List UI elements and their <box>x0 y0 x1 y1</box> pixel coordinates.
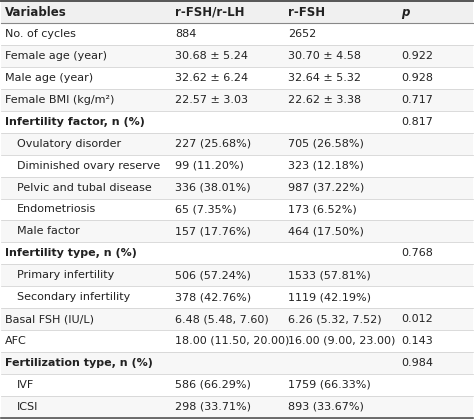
Text: Basal FSH (IU/L): Basal FSH (IU/L) <box>5 314 94 324</box>
Text: 65 (7.35%): 65 (7.35%) <box>175 204 237 215</box>
Text: ICSI: ICSI <box>17 402 38 411</box>
Bar <box>1 1 473 23</box>
Text: 893 (33.67%): 893 (33.67%) <box>288 402 364 411</box>
Text: 22.62 ± 3.38: 22.62 ± 3.38 <box>288 95 361 105</box>
Text: Ovulatory disorder: Ovulatory disorder <box>17 139 121 149</box>
Text: 32.64 ± 5.32: 32.64 ± 5.32 <box>288 73 361 83</box>
Text: 6.48 (5.48, 7.60): 6.48 (5.48, 7.60) <box>175 314 269 324</box>
Text: 0.012: 0.012 <box>401 314 433 324</box>
Text: 0.928: 0.928 <box>401 73 433 83</box>
Bar <box>1 23 473 45</box>
Text: Infertility type, n (%): Infertility type, n (%) <box>5 248 137 258</box>
Text: 323 (12.18%): 323 (12.18%) <box>288 161 364 171</box>
Text: 586 (66.29%): 586 (66.29%) <box>175 380 251 390</box>
Text: 0.922: 0.922 <box>401 51 433 61</box>
Text: 884: 884 <box>175 29 196 39</box>
Text: AFC: AFC <box>5 336 27 346</box>
Text: 705 (26.58%): 705 (26.58%) <box>288 139 364 149</box>
Text: 99 (11.20%): 99 (11.20%) <box>175 161 244 171</box>
Text: Infertility factor, n (%): Infertility factor, n (%) <box>5 117 145 127</box>
Text: 6.26 (5.32, 7.52): 6.26 (5.32, 7.52) <box>288 314 382 324</box>
Text: Male factor: Male factor <box>17 226 80 236</box>
Text: 227 (25.68%): 227 (25.68%) <box>175 139 251 149</box>
Bar <box>1 45 473 67</box>
Bar <box>1 67 473 89</box>
Text: Diminished ovary reserve: Diminished ovary reserve <box>17 161 160 171</box>
Bar <box>1 286 473 308</box>
Text: 16.00 (9.00, 23.00): 16.00 (9.00, 23.00) <box>288 336 395 346</box>
Text: 22.57 ± 3.03: 22.57 ± 3.03 <box>175 95 248 105</box>
Text: 464 (17.50%): 464 (17.50%) <box>288 226 364 236</box>
Text: 30.68 ± 5.24: 30.68 ± 5.24 <box>175 51 248 61</box>
Text: IVF: IVF <box>17 380 34 390</box>
Text: 30.70 ± 4.58: 30.70 ± 4.58 <box>288 51 361 61</box>
Bar <box>1 264 473 286</box>
Text: 18.00 (11.50, 20.00): 18.00 (11.50, 20.00) <box>175 336 289 346</box>
Text: r-FSH: r-FSH <box>288 6 325 19</box>
Text: Endometriosis: Endometriosis <box>17 204 96 215</box>
Text: 2652: 2652 <box>288 29 316 39</box>
Bar <box>1 374 473 396</box>
Text: No. of cycles: No. of cycles <box>5 29 76 39</box>
Bar <box>1 396 473 418</box>
Text: 0.768: 0.768 <box>401 248 433 258</box>
Bar <box>1 89 473 111</box>
Bar <box>1 111 473 133</box>
Text: Male age (year): Male age (year) <box>5 73 93 83</box>
Bar <box>1 352 473 374</box>
Bar <box>1 177 473 199</box>
Bar <box>1 133 473 155</box>
Text: Pelvic and tubal disease: Pelvic and tubal disease <box>17 183 152 193</box>
Text: 157 (17.76%): 157 (17.76%) <box>175 226 251 236</box>
Text: 506 (57.24%): 506 (57.24%) <box>175 270 251 280</box>
Bar <box>1 220 473 242</box>
Text: 336 (38.01%): 336 (38.01%) <box>175 183 250 193</box>
Bar <box>1 155 473 177</box>
Text: 0.817: 0.817 <box>401 117 433 127</box>
Text: r-FSH/r-LH: r-FSH/r-LH <box>175 6 244 19</box>
Text: Primary infertility: Primary infertility <box>17 270 114 280</box>
Text: Fertilization type, n (%): Fertilization type, n (%) <box>5 358 153 368</box>
Text: 1119 (42.19%): 1119 (42.19%) <box>288 292 371 302</box>
Text: 173 (6.52%): 173 (6.52%) <box>288 204 356 215</box>
Text: p: p <box>401 6 410 19</box>
Text: 378 (42.76%): 378 (42.76%) <box>175 292 251 302</box>
Text: 0.717: 0.717 <box>401 95 433 105</box>
Bar <box>1 242 473 264</box>
Bar <box>1 308 473 330</box>
Bar <box>1 199 473 220</box>
Text: 298 (33.71%): 298 (33.71%) <box>175 402 251 411</box>
Bar <box>1 330 473 352</box>
Text: 1533 (57.81%): 1533 (57.81%) <box>288 270 371 280</box>
Text: 32.62 ± 6.24: 32.62 ± 6.24 <box>175 73 248 83</box>
Text: 987 (37.22%): 987 (37.22%) <box>288 183 364 193</box>
Text: Variables: Variables <box>5 6 67 19</box>
Text: Secondary infertility: Secondary infertility <box>17 292 130 302</box>
Text: Female BMI (kg/m²): Female BMI (kg/m²) <box>5 95 115 105</box>
Text: Female age (year): Female age (year) <box>5 51 107 61</box>
Text: 0.984: 0.984 <box>401 358 433 368</box>
Text: 0.143: 0.143 <box>401 336 433 346</box>
Text: 1759 (66.33%): 1759 (66.33%) <box>288 380 371 390</box>
